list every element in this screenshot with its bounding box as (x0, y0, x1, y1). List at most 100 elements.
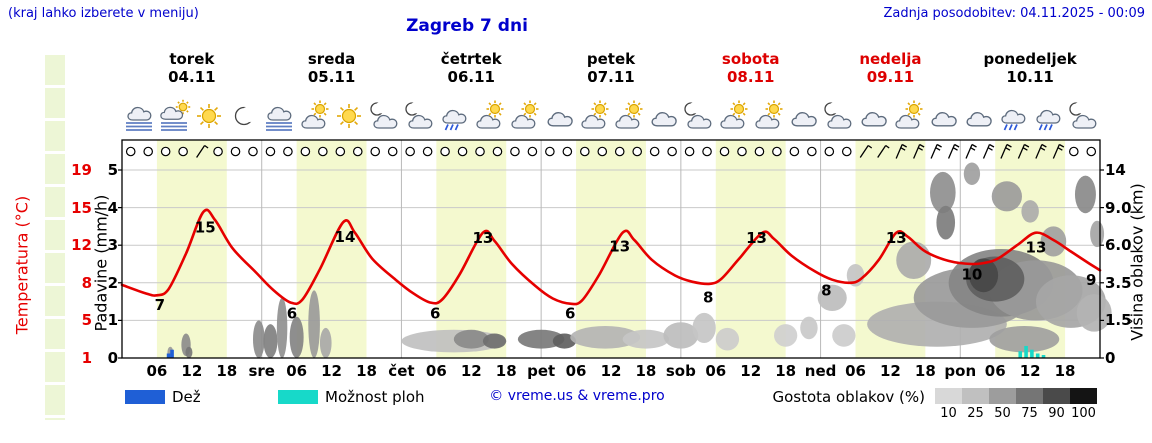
time-label: 12 (321, 362, 342, 380)
wind-symbol (370, 146, 381, 157)
day-date: 04.11 (168, 68, 216, 86)
cloud-density-scale-box (1070, 388, 1097, 404)
wind-symbol (965, 143, 977, 159)
svg-text:15: 15 (195, 219, 216, 237)
time-label: 06 (425, 362, 447, 380)
cloud-sun-icon (472, 99, 506, 133)
cloud-icon (961, 99, 995, 133)
day-date: 08.11 (726, 68, 775, 86)
cloud-rain-icon (996, 99, 1030, 133)
cloud-density-scale: 10 25 50 75 90 100 (935, 388, 1103, 426)
wind-symbol (265, 146, 276, 157)
day-header: sobota 08.11 (681, 50, 821, 86)
wind-symbol (807, 146, 817, 157)
copyright-link[interactable]: © vreme.us & vreme.pro (489, 388, 665, 404)
wind-symbol (982, 143, 995, 159)
wind-symbol (1017, 143, 1030, 159)
precip-tick: 3 (107, 236, 118, 255)
temperature-scale-strip (45, 55, 65, 420)
cloud-density-scale-label: 50 (994, 406, 1011, 421)
wind-symbol (930, 143, 942, 159)
day-name: torek (169, 50, 215, 68)
precip-tick: 1 (107, 311, 118, 330)
cloud-moon-icon (681, 99, 715, 133)
svg-text:13: 13 (886, 229, 907, 247)
cloud-icon (856, 99, 890, 133)
day-name: nedelja (859, 50, 922, 68)
day-date: 10.11 (1006, 68, 1054, 86)
cloud-sun-icon (751, 99, 785, 133)
cloud-density-scale-box (1043, 388, 1070, 404)
wind-symbol (1086, 146, 1097, 157)
precip-tick: 5 (107, 161, 118, 179)
precip-tick: 4 (107, 198, 118, 217)
day-separator-label: pet (527, 362, 556, 380)
cloud-sun-icon (716, 99, 750, 133)
temperature-tick: 19 (71, 161, 92, 179)
wind-symbol (702, 146, 712, 157)
rain-swatch (125, 390, 165, 404)
cloud-icon (786, 99, 820, 133)
cloud-height-tick: 14 (1105, 161, 1126, 179)
cloud-density-scale-box (935, 388, 962, 404)
wind-symbol (859, 144, 873, 158)
wind-symbol (1035, 143, 1047, 159)
cloud-density-scale-box (1016, 388, 1043, 404)
wind-symbol (1052, 143, 1065, 159)
day-separator-label: ned (804, 362, 837, 380)
wind-symbols-row (125, 143, 1097, 159)
wind-symbol (545, 146, 555, 157)
cloud-height-tick: 0 (1105, 349, 1116, 367)
cloud-moon-icon (1066, 99, 1100, 133)
day-separator-label: čet (388, 362, 415, 380)
wind-symbol (667, 146, 677, 157)
cloud-height-tick: 1.5 (1105, 311, 1132, 330)
day-name: sobota (721, 50, 780, 68)
cloud-rain-icon (1031, 99, 1065, 133)
temperature-tick: 8 (81, 273, 92, 292)
cloud-density-blobs (167, 162, 1112, 359)
day-header: četrtek 06.11 (401, 50, 541, 86)
wind-symbol (824, 146, 835, 157)
wind-symbol (947, 143, 960, 159)
time-label: 12 (600, 362, 622, 380)
wind-symbol (684, 146, 695, 157)
cloud-sun-icon (297, 99, 331, 133)
sun-icon (332, 99, 366, 133)
temperature-tick: 12 (71, 236, 92, 255)
last-update: Zadnja posodobitev: 04.11.2025 - 00:09 (883, 6, 1145, 21)
cloud-density-label: Gostota oblakov (%) (772, 388, 925, 406)
wind-symbol (300, 146, 311, 157)
day-separator-label: pon (944, 362, 977, 380)
time-label: 12 (460, 362, 482, 380)
cloud-icon (926, 99, 960, 133)
time-label: 18 (775, 362, 797, 380)
cloud-density-scale-label: 100 (1071, 406, 1096, 421)
cloud-height-tick: 6.0 (1105, 236, 1132, 255)
time-label: 18 (356, 362, 377, 380)
time-label: 06 (984, 362, 1006, 380)
day-header: petek 07.11 (541, 50, 681, 86)
day-header: nedelja 09.11 (821, 50, 961, 86)
day-name: sreda (307, 50, 356, 68)
chart-frame (118, 139, 1104, 359)
precip-tick: 0 (107, 349, 118, 367)
wind-symbol (440, 146, 450, 157)
wind-symbol (789, 146, 800, 157)
cloud-sun-icon (507, 99, 541, 133)
showers-label: Možnost ploh (325, 388, 425, 406)
wind-symbol (387, 146, 398, 157)
day-separator-label: sob (665, 362, 696, 380)
day-date: 09.11 (866, 68, 915, 86)
rain-label: Dež (172, 388, 201, 406)
wind-symbol (510, 146, 520, 157)
wind-symbol (160, 146, 171, 157)
day-header: sreda 05.11 (262, 50, 402, 86)
cloud-height-tick: 9.0 (1105, 198, 1132, 217)
cloud-density-scale-box (989, 388, 1016, 404)
svg-text:8: 8 (821, 281, 831, 299)
svg-text:6: 6 (565, 304, 575, 322)
wind-symbol (1000, 143, 1012, 159)
